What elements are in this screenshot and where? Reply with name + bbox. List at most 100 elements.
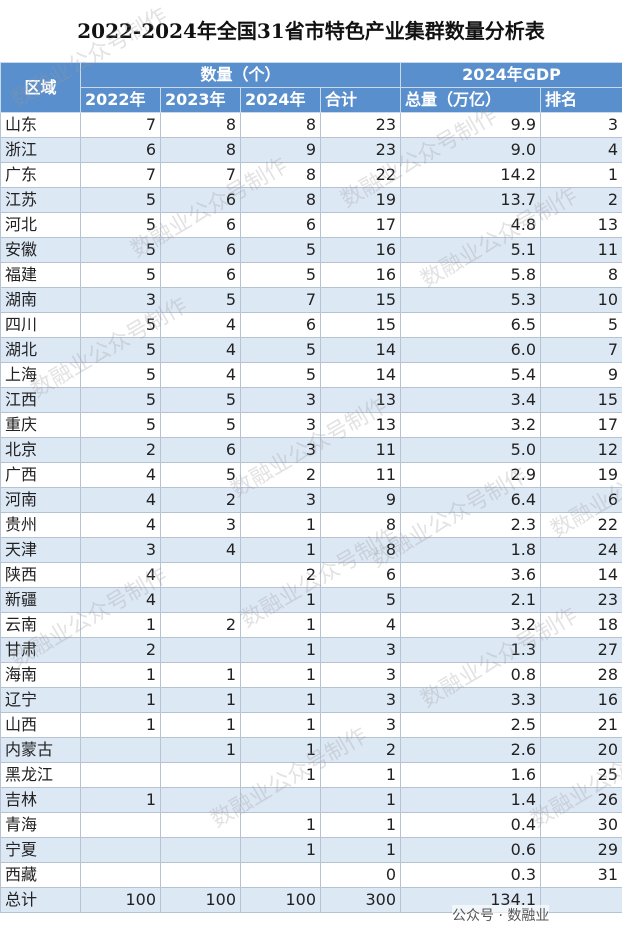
- table-cell: [540, 887, 622, 913]
- table-cell: 河北: [0, 212, 81, 238]
- table-row: 陕西 4 2 6 3.6 14: [0, 562, 622, 588]
- table-cell: 6: [240, 312, 321, 338]
- table-cell: [240, 787, 321, 813]
- table-cell: 1: [160, 687, 241, 713]
- table-cell: 江西: [0, 387, 81, 413]
- table-cell: 9: [540, 362, 622, 388]
- table-cell: 北京: [0, 437, 81, 463]
- table-cell: 贵州: [0, 512, 81, 538]
- table-cell: 3.2: [400, 412, 542, 438]
- table-cell: 15: [540, 387, 622, 413]
- table-cell: 19: [540, 462, 622, 488]
- header-cell: 总量（万亿）: [400, 87, 542, 113]
- table-cell: 4: [319, 612, 402, 638]
- table-cell: [160, 587, 241, 613]
- table-cell: 5: [240, 337, 321, 363]
- table-cell: 6.0: [400, 337, 542, 363]
- table-row: 北京 2 6 3 11 5.0 12: [0, 437, 622, 463]
- table-cell: 0.8: [400, 662, 542, 688]
- table-cell: [160, 562, 241, 588]
- table-cell: 1: [540, 162, 622, 188]
- table-cell: 4.8: [400, 212, 542, 238]
- table-row: 新疆 4 1 5 2.1 23: [0, 587, 622, 613]
- table-cell: 1.8: [400, 537, 542, 563]
- table-cell: 18: [540, 612, 622, 638]
- table-cell: 100: [240, 887, 321, 913]
- table-cell: 6.5: [400, 312, 542, 338]
- table-cell: 广西: [0, 462, 81, 488]
- table-cell: 河南: [0, 487, 81, 513]
- table-cell: 1: [240, 637, 321, 663]
- table-cell: 4: [80, 462, 161, 488]
- table-row: 辽宁 1 1 1 3 3.3 16: [0, 687, 622, 713]
- table-cell: 山东: [0, 112, 81, 138]
- table-cell: 22: [540, 512, 622, 538]
- table-cell: 100: [80, 887, 161, 913]
- table-cell: [160, 762, 241, 788]
- table-cell: 1.4: [400, 787, 542, 813]
- table-row: 吉林 1 1 1.4 26: [0, 787, 622, 813]
- table-cell: 总计: [0, 887, 81, 913]
- table-cell: 新疆: [0, 587, 81, 613]
- table-cell: 3: [240, 387, 321, 413]
- table-cell: 3.2: [400, 612, 542, 638]
- table-cell: [160, 862, 241, 888]
- table-cell: 6: [160, 437, 241, 463]
- table-cell: 2.5: [400, 712, 542, 738]
- table-cell: 3.6: [400, 562, 542, 588]
- table-cell: 5.4: [400, 362, 542, 388]
- table-row: 青海 1 1 0.4 30: [0, 812, 622, 838]
- table-cell: 1: [240, 662, 321, 688]
- table-cell: 2: [240, 462, 321, 488]
- table-cell: 5.3: [400, 287, 542, 313]
- table-cell: 15: [319, 287, 402, 313]
- table-cell: 青海: [0, 812, 81, 838]
- table-cell: 江苏: [0, 187, 81, 213]
- footer-logo: 公众号 · 数融业: [452, 905, 550, 925]
- table-cell: 宁夏: [0, 837, 81, 863]
- table-cell: 7: [80, 162, 161, 188]
- table-cell: 0.4: [400, 812, 542, 838]
- table-cell: 上海: [0, 362, 81, 388]
- table-cell: 8: [240, 112, 321, 138]
- table-row: 内蒙古 1 1 2 2.6 20: [0, 737, 622, 763]
- table-cell: 5: [240, 362, 321, 388]
- table-row: 广西 4 5 2 11 2.9 19: [0, 462, 622, 488]
- table-row: 河北 5 6 6 17 4.8 13: [0, 212, 622, 238]
- table-cell: 16: [540, 687, 622, 713]
- table-cell: 2: [540, 187, 622, 213]
- table-cell: 6.4: [400, 487, 542, 513]
- table-cell: 1: [240, 612, 321, 638]
- table-cell: 吉林: [0, 787, 81, 813]
- table-cell: 4: [80, 587, 161, 613]
- table-cell: 海南: [0, 662, 81, 688]
- table-cell: 25: [540, 762, 622, 788]
- header-cell: 区域: [0, 62, 81, 113]
- table-row: 西藏 0 0.3 31: [0, 862, 622, 888]
- table-cell: 22: [319, 162, 402, 188]
- table-cell: 5: [160, 387, 241, 413]
- table-cell: 4: [80, 487, 161, 513]
- table-cell: 四川: [0, 312, 81, 338]
- table-cell: 1: [240, 587, 321, 613]
- table-cell: 100: [160, 887, 241, 913]
- table-cell: 8: [240, 187, 321, 213]
- table-cell: 1.3: [400, 637, 542, 663]
- table-cell: 5: [160, 462, 241, 488]
- table-cell: 6: [160, 262, 241, 288]
- table-row: 宁夏 1 1 0.6 29: [0, 837, 622, 863]
- header-cell: 2024年: [240, 87, 321, 113]
- table-cell: [160, 787, 241, 813]
- table-cell: 5: [80, 312, 161, 338]
- table-cell: 5: [80, 262, 161, 288]
- table-cell: 3: [80, 287, 161, 313]
- table-cell: 8: [319, 512, 402, 538]
- header-cell: 2024年GDP: [400, 62, 622, 88]
- table-cell: 9: [319, 487, 402, 513]
- table-cell: 3: [319, 637, 402, 663]
- table-cell: 5: [80, 412, 161, 438]
- header-cell: 排名: [540, 87, 622, 113]
- table-cell: 2: [319, 737, 402, 763]
- table-cell: 0: [319, 862, 402, 888]
- table-cell: 28: [540, 662, 622, 688]
